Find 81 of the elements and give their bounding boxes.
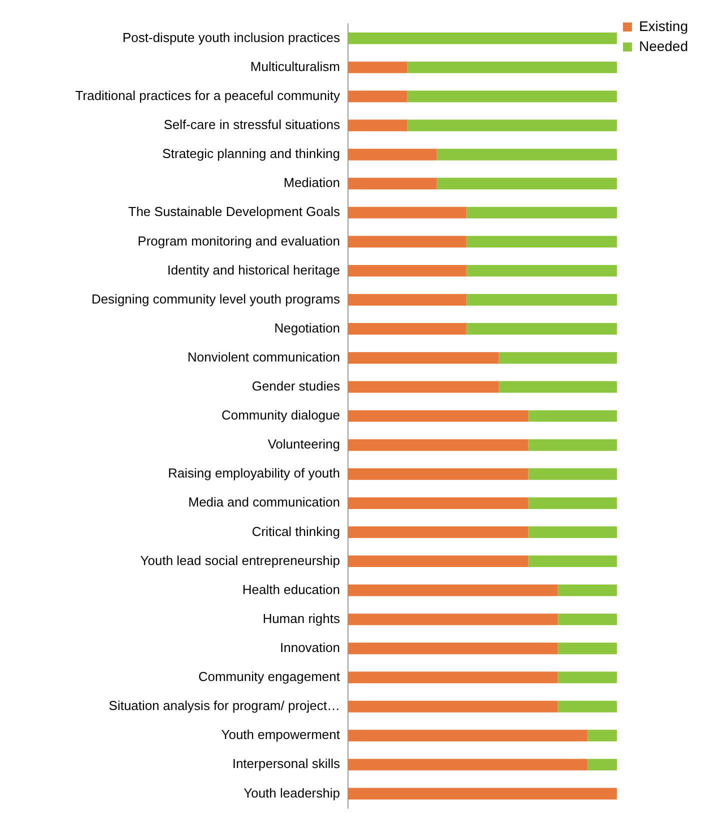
y-tick-label: Program monitoring and evaluation — [138, 233, 340, 248]
bar — [466, 323, 617, 335]
y-tick-label: Nonviolent communication — [188, 349, 340, 364]
bar — [498, 352, 617, 364]
y-tick-label: Identity and historical heritage — [167, 262, 340, 278]
y-tick-label: Multiculturalism — [250, 58, 340, 74]
bar — [348, 323, 466, 335]
y-tick-label: Negotiation — [274, 320, 340, 336]
y-tick-label: Designing community level youth programs — [91, 291, 340, 306]
bar — [348, 32, 617, 44]
bar — [528, 439, 617, 451]
bar — [348, 294, 466, 306]
legend-label: Existing — [638, 18, 688, 34]
y-tick-label: Raising employability of youth — [168, 466, 340, 481]
bar — [348, 555, 528, 568]
bar — [436, 178, 617, 190]
bar — [348, 584, 558, 596]
bar — [348, 236, 466, 248]
bar — [348, 700, 558, 712]
y-tick-label: Youth empowerment — [221, 727, 340, 742]
bar — [587, 730, 617, 742]
y-tick-label: Community dialogue — [221, 408, 340, 423]
y-tick-label: The Sustainable Development Goals — [128, 204, 340, 220]
y-tick-label: Interpersonal skills — [232, 756, 340, 772]
bar — [558, 584, 617, 596]
bar — [558, 700, 617, 712]
bar — [528, 410, 617, 422]
bar — [528, 468, 617, 480]
bar — [348, 497, 528, 509]
bar — [466, 206, 617, 218]
y-tick-label: Youth lead social entrepreneurship — [140, 552, 340, 568]
bar — [348, 642, 558, 654]
y-tick-label: Critical thinking — [252, 524, 340, 539]
bar — [348, 90, 408, 102]
bar — [466, 264, 617, 277]
y-tick-label: Traditional practices for a peaceful community — [75, 88, 340, 104]
bar — [348, 468, 528, 480]
bar — [498, 381, 617, 393]
bar — [407, 62, 617, 74]
bar — [348, 672, 558, 684]
bar — [466, 294, 617, 306]
bar — [528, 497, 617, 509]
bar — [348, 439, 528, 451]
bar — [348, 526, 528, 538]
bar — [466, 236, 617, 248]
bar — [558, 614, 617, 626]
bar — [348, 264, 466, 277]
y-tick-label: Self-care in stressful situations — [164, 117, 340, 132]
legend-label: Needed — [638, 38, 688, 54]
y-tick-label: Innovation — [280, 640, 340, 655]
y-tick-label: Youth leadership — [244, 785, 340, 800]
y-tick-label: Strategic planning and thinking — [162, 146, 340, 162]
y-tick-label: Health education — [242, 582, 340, 597]
bar — [348, 120, 408, 132]
bar — [558, 672, 617, 684]
bar — [436, 148, 617, 160]
bar — [348, 730, 588, 742]
bar — [407, 90, 617, 102]
bar — [558, 642, 617, 654]
y-tick-label: Situation analysis for program/ project… — [108, 698, 340, 714]
bar — [348, 614, 558, 626]
bar — [587, 758, 617, 770]
bar — [348, 352, 499, 364]
bar — [348, 62, 408, 74]
bar — [348, 410, 528, 422]
bar — [528, 555, 617, 568]
y-tick-label: Mediation — [284, 175, 340, 190]
bar — [348, 206, 466, 218]
y-tick-label: Human rights — [262, 610, 340, 626]
y-tick-label: Gender studies — [252, 378, 340, 394]
bar — [348, 788, 617, 800]
bar — [407, 120, 617, 132]
y-tick-label: Media and communication — [188, 494, 340, 510]
bar — [348, 381, 499, 393]
y-tick-label: Community engagement — [198, 669, 340, 684]
bar — [528, 526, 617, 538]
bar — [348, 178, 437, 190]
y-tick-label: Post-dispute youth inclusion practices — [122, 30, 340, 45]
bar — [348, 148, 437, 160]
bar — [348, 758, 588, 770]
y-tick-label: Volunteering — [268, 436, 340, 452]
